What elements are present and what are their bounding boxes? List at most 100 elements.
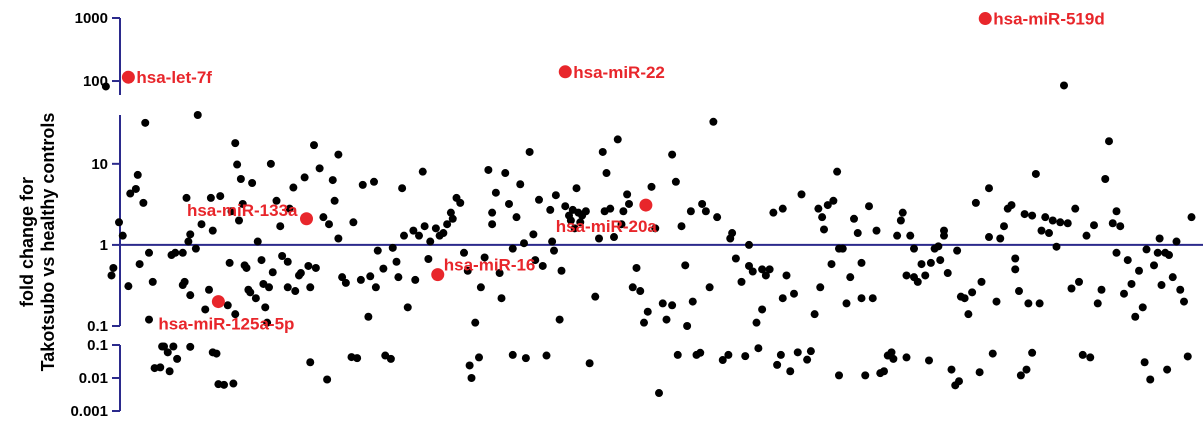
- data-point: [356, 275, 365, 284]
- data-point: [803, 355, 812, 364]
- data-point: [591, 292, 600, 301]
- data-point: [488, 220, 497, 229]
- data-point: [394, 273, 403, 282]
- data-point: [418, 167, 427, 176]
- data-point: [463, 266, 472, 275]
- data-point: [233, 160, 242, 169]
- data-point: [613, 135, 622, 144]
- data-point: [1101, 174, 1110, 183]
- data-point: [810, 310, 819, 319]
- data-point: [602, 169, 611, 178]
- data-point: [178, 248, 187, 257]
- highlight-point: [300, 212, 313, 226]
- data-point: [640, 318, 648, 327]
- data-point: [731, 254, 740, 263]
- data-point: [1082, 231, 1091, 240]
- data-point: [484, 165, 493, 174]
- data-point: [546, 205, 555, 214]
- data-point: [191, 244, 200, 253]
- data-point: [778, 204, 787, 213]
- data-point: [1172, 237, 1181, 246]
- data-point: [829, 196, 838, 205]
- data-point: [525, 147, 534, 156]
- data-point: [1015, 287, 1023, 296]
- highlight-label: hsa-miR-519d: [993, 10, 1104, 29]
- data-point: [960, 294, 969, 303]
- data-point: [306, 358, 315, 367]
- data-point: [790, 289, 798, 298]
- data-point: [388, 243, 397, 252]
- data-point: [835, 371, 843, 380]
- data-point: [816, 283, 825, 292]
- data-point: [868, 294, 877, 303]
- data-point: [925, 356, 933, 365]
- data-point: [1022, 365, 1031, 374]
- data-point: [173, 354, 182, 363]
- data-point: [1020, 210, 1029, 219]
- data-point: [566, 216, 575, 225]
- data-point: [737, 277, 746, 286]
- data-point: [366, 272, 375, 281]
- data-point: [951, 381, 960, 390]
- data-point: [838, 244, 847, 253]
- data-point: [698, 199, 707, 208]
- data-point: [268, 268, 277, 277]
- data-point: [156, 363, 165, 372]
- data-point: [1180, 297, 1188, 306]
- data-point: [439, 229, 448, 238]
- data-point: [1093, 299, 1102, 308]
- data-point: [145, 315, 153, 324]
- data-point: [842, 299, 851, 308]
- data-point: [263, 318, 272, 327]
- data-point: [934, 242, 943, 251]
- data-point: [1112, 207, 1121, 216]
- data-point: [647, 182, 656, 191]
- data-point: [101, 82, 110, 91]
- data-point: [778, 294, 787, 303]
- data-point: [1176, 285, 1185, 294]
- data-point: [480, 253, 489, 262]
- y-tick-label: 10: [91, 156, 108, 173]
- data-point: [793, 348, 802, 357]
- data-point: [806, 347, 815, 356]
- data-point: [409, 226, 418, 235]
- data-point: [598, 147, 607, 156]
- data-point: [169, 342, 178, 351]
- data-point: [853, 229, 862, 238]
- data-point: [1075, 277, 1083, 286]
- data-point: [1138, 303, 1147, 312]
- highlight-label: hsa-miR-125a-5p: [158, 315, 294, 334]
- data-point: [1163, 365, 1172, 374]
- data-point: [1016, 371, 1025, 380]
- data-point: [555, 315, 564, 324]
- data-point: [833, 167, 842, 176]
- data-point: [827, 260, 836, 269]
- data-point: [278, 251, 287, 260]
- y-tick-label: 0.01: [79, 370, 108, 387]
- data-point: [1071, 204, 1080, 213]
- data-point: [261, 303, 270, 312]
- highlight-point: [558, 65, 572, 79]
- data-point: [107, 271, 116, 280]
- data-point: [893, 231, 902, 240]
- data-point: [818, 213, 827, 222]
- data-point: [606, 204, 615, 213]
- data-point: [758, 265, 767, 274]
- data-point: [1135, 266, 1143, 275]
- data-point: [636, 287, 645, 296]
- data-point: [400, 231, 408, 240]
- data-point: [448, 214, 457, 223]
- data-points: [101, 81, 1196, 398]
- data-point: [724, 350, 733, 359]
- data-point: [205, 285, 213, 294]
- data-point: [595, 234, 603, 243]
- data-point: [683, 322, 692, 330]
- data-point: [521, 354, 530, 363]
- data-point: [197, 220, 206, 229]
- data-point: [126, 189, 135, 198]
- data-point: [289, 183, 298, 192]
- data-point: [535, 195, 543, 204]
- data-point: [551, 191, 560, 200]
- data-point: [283, 283, 292, 292]
